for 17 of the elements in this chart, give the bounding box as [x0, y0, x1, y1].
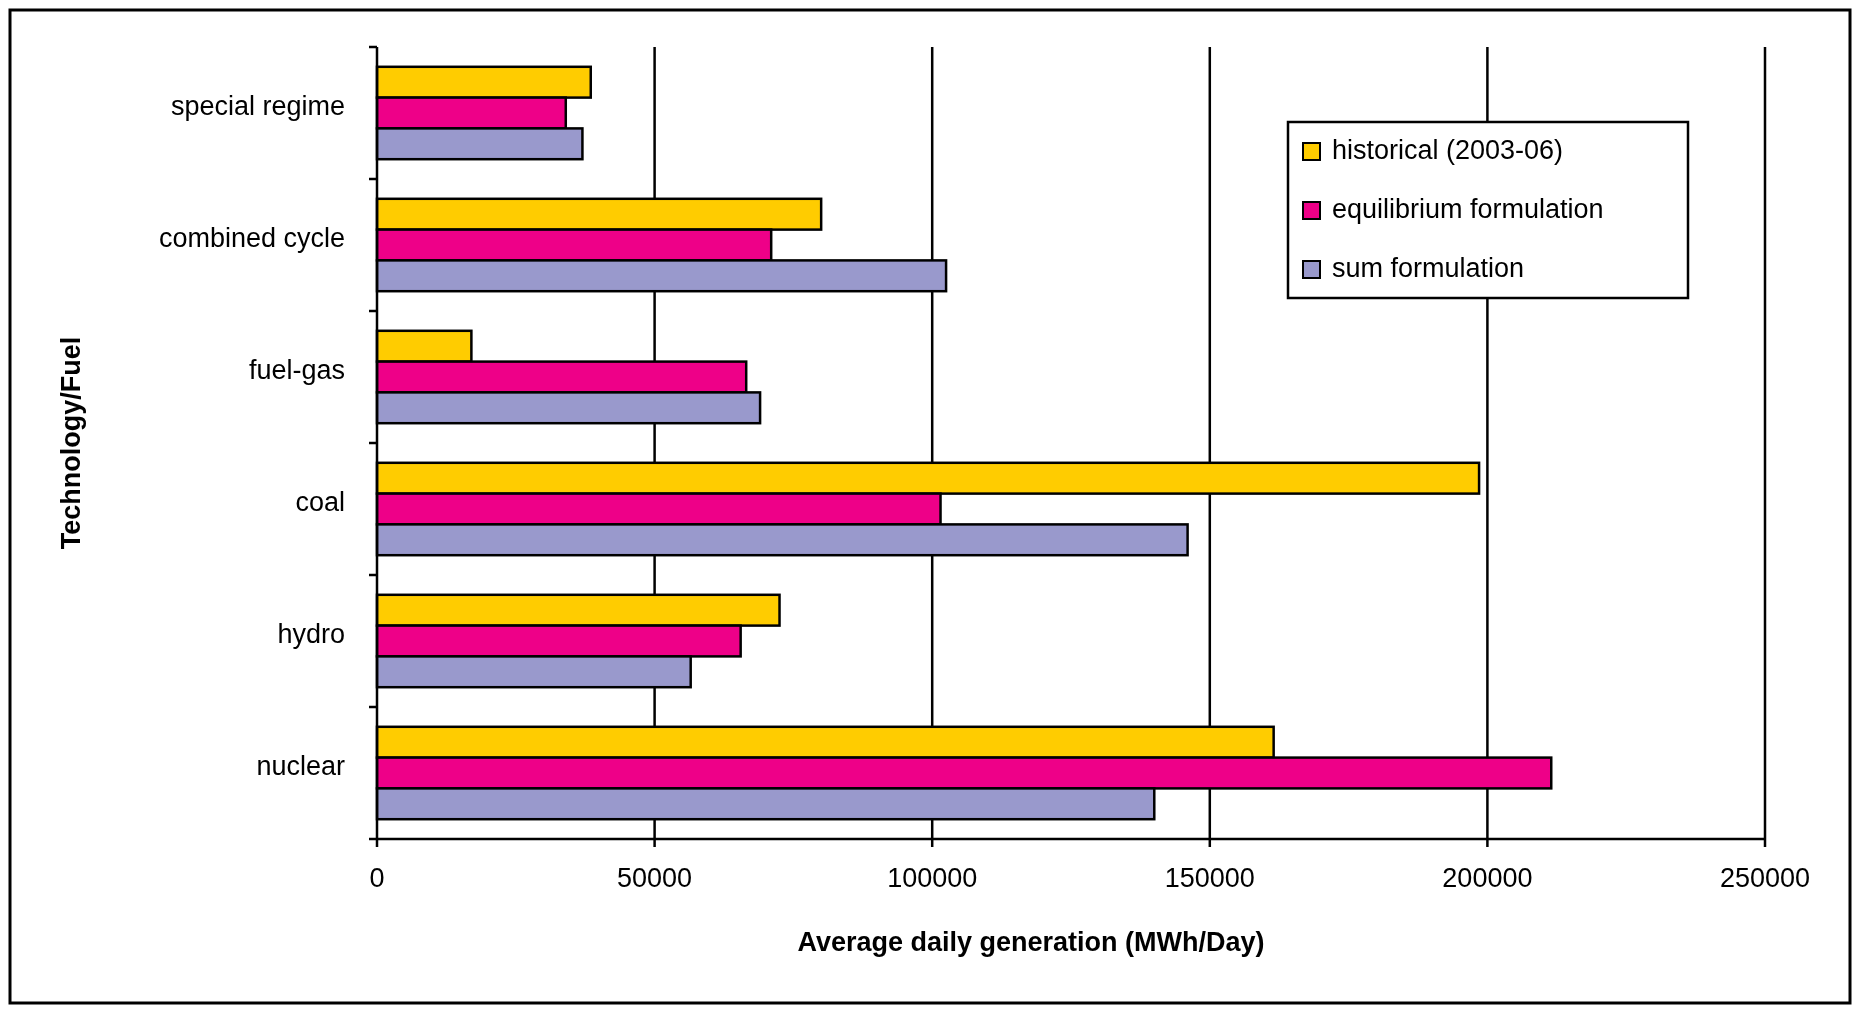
y-tick-label: combined cycle [158, 223, 345, 254]
legend-label: equilibrium formulation [1332, 194, 1604, 225]
x-tick-label: 50000 [617, 863, 693, 893]
x-tick-label: 100000 [887, 863, 978, 893]
y-tick-label: fuel-gas [248, 355, 345, 386]
x-tick-label: 200000 [1442, 863, 1533, 893]
x-tick-label: 0 [369, 863, 385, 893]
x-tick-label: 150000 [1164, 863, 1255, 893]
x-tick-label: 250000 [1719, 863, 1811, 893]
y-tick-label: nuclear [256, 751, 345, 782]
y-tick-label: special regime [170, 91, 345, 122]
legend-label: sum formulation [1332, 253, 1525, 284]
legend-label: historical (2003-06) [1332, 135, 1564, 166]
x-axis-title: Average daily generation (MWh/Day) [797, 927, 1265, 957]
y-tick-label: hydro [277, 619, 345, 650]
y-tick-label: coal [295, 487, 345, 518]
y-axis-title: Technology/Fuel [56, 336, 86, 550]
